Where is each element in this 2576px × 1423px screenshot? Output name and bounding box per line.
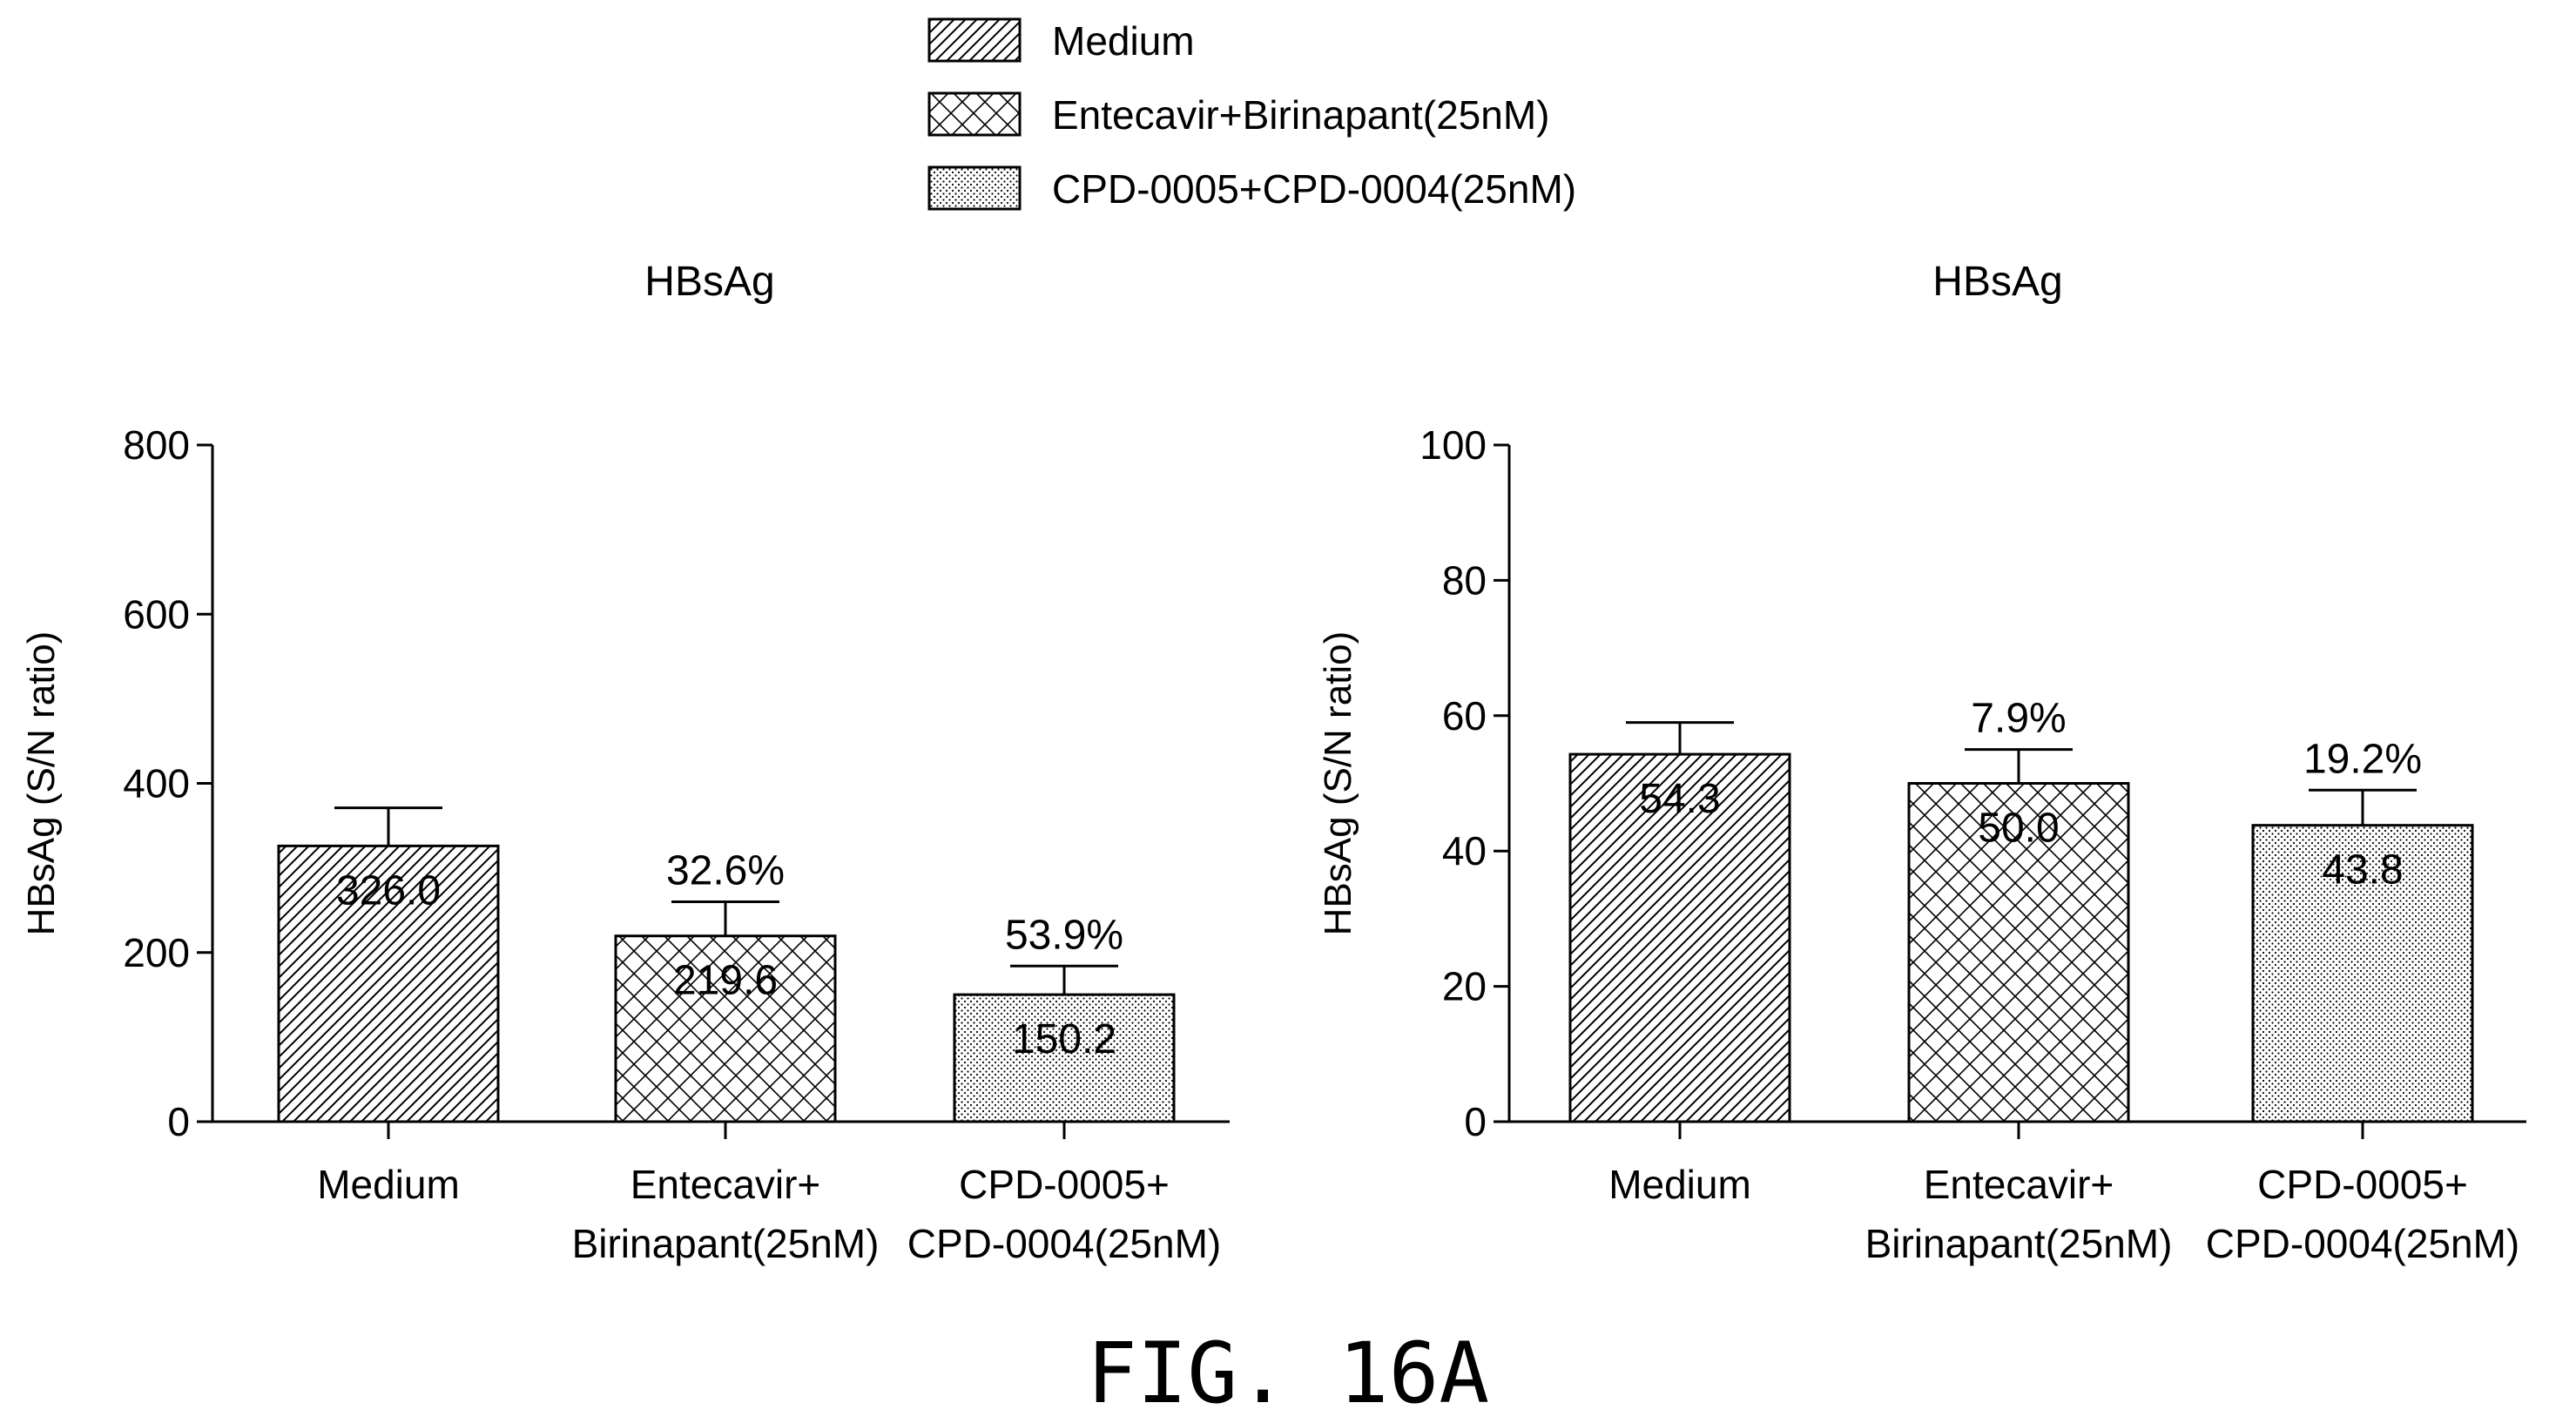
x-category-label: Entecavir+ [631,1162,821,1207]
chart-title: HBsAg [644,259,774,305]
bar-value-label: 326.0 [336,867,441,914]
legend-swatch-diagonal-hatch [927,17,1022,63]
legend-swatch-cross-hatch [927,91,1022,137]
x-category-label: Birinapant(25nM) [572,1221,880,1266]
x-category-label: CPD-0004(25nM) [2206,1221,2519,1266]
legend-item-entecavir-birinapant: Entecavir+Birinapant(25nM) [927,91,1549,138]
y-tick-label: 0 [167,1099,190,1144]
bar-annotation: 32.6% [666,847,785,894]
bar-annotation: 7.9% [1971,696,2066,742]
y-tick-label: 80 [1442,557,1487,603]
y-tick-label: 40 [1442,828,1487,873]
x-category-label: Medium [317,1162,460,1207]
bar-annotation: 53.9% [1005,912,1123,958]
legend-label: CPD-0005+CPD-0004(25nM) [1052,166,1576,212]
legend-item-cpd: CPD-0005+CPD-0004(25nM) [927,165,1576,212]
x-category-label: CPD-0004(25nM) [907,1221,1221,1266]
bar-value-label: 43.8 [2322,847,2403,894]
legend-label: Medium [1052,18,1195,64]
bar [1568,752,1791,1123]
bar [277,844,500,1123]
x-category-label: Birinapant(25nM) [1865,1221,2173,1266]
bar-value-label: 219.6 [673,958,778,1004]
y-tick-label: 100 [1419,422,1487,468]
y-tick-label: 20 [1442,964,1487,1009]
y-tick-label: 200 [123,930,190,975]
y-tick-label: 60 [1442,693,1487,738]
legend-label: Entecavir+Birinapant(25nM) [1052,92,1549,138]
x-category-label: CPD-0005+ [959,1162,1170,1207]
bar-value-label: 54.3 [1639,776,1720,822]
bar [2251,824,2474,1123]
bar-value-label: 50.0 [1978,806,2059,852]
chart-right: HBsAg HBsAg (S/N ratio) 0 20 40 60 80 100 54.3 Me… [1317,259,2526,1266]
y-tick-label: 600 [123,591,190,637]
x-category-label: CPD-0005+ [2257,1162,2468,1207]
legend-swatch-dots [927,165,1022,211]
bar [614,934,837,1123]
figure-caption: FIG. 16A [1087,1325,1489,1422]
bar-value-label: 150.2 [1012,1016,1116,1062]
legend-item-medium: Medium [927,17,1195,64]
y-tick-label: 0 [1464,1099,1487,1144]
y-axis-label: HBsAg (S/N ratio) [20,631,63,936]
bar [1907,782,2130,1123]
y-tick-label: 400 [123,761,190,806]
x-category-label: Entecavir+ [1924,1162,2114,1207]
bar [953,993,1176,1123]
bar-annotation: 19.2% [2303,736,2422,782]
chart-title: HBsAg [1932,259,2062,305]
chart-left: HBsAg HBsAg (S/N ratio) 0 200 400 600 800 326.0… [20,259,1230,1266]
y-axis-label: HBsAg (S/N ratio) [1317,631,1359,936]
y-tick-label: 800 [123,422,190,468]
legend: Medium Entecavir+Birinapant(25nM) CPD-00… [927,17,1576,212]
x-category-label: Medium [1608,1162,1751,1207]
